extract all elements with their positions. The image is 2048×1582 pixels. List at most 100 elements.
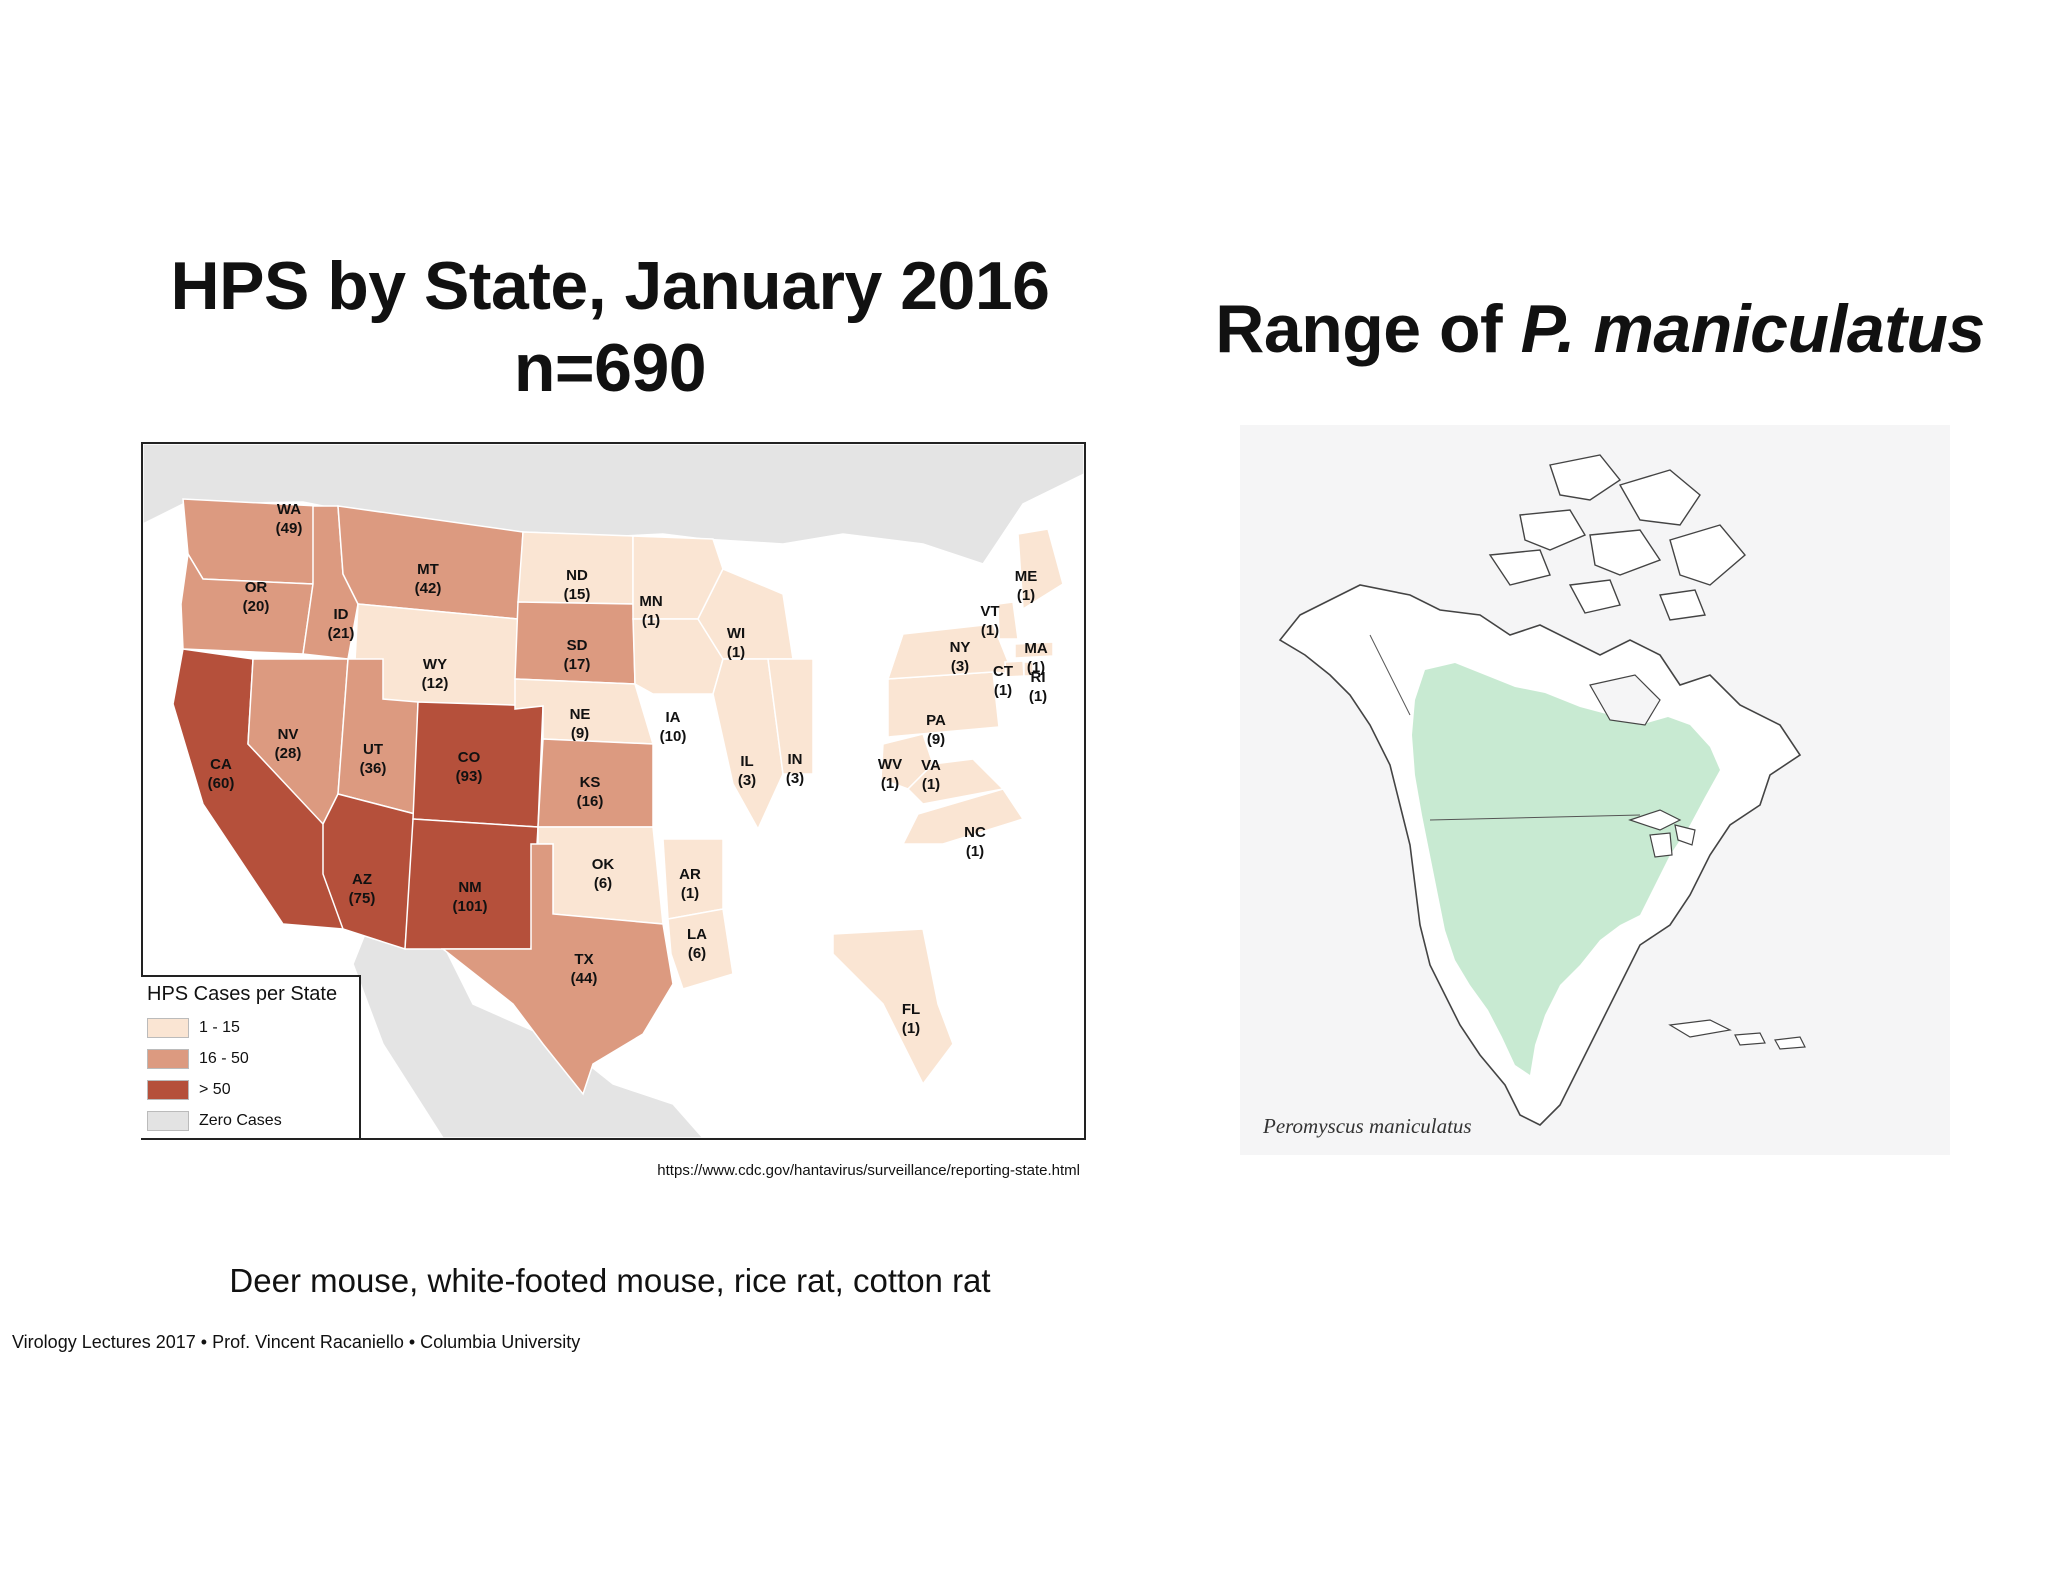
- state-count-ct: (1): [994, 682, 1012, 699]
- alaska-border: [1369, 634, 1411, 716]
- state-label-id: ID: [334, 606, 349, 623]
- state-shapes: [172, 498, 1064, 1096]
- species-range-map: [1240, 425, 1950, 1155]
- state-label-nm: NM: [458, 879, 481, 896]
- state-label-me: ME: [1015, 568, 1038, 585]
- state-label-pa: PA: [926, 712, 946, 729]
- state-label-ca: CA: [210, 756, 232, 773]
- state-count-mt: (42): [415, 580, 442, 597]
- state-count-id: (21): [328, 625, 355, 642]
- caribbean-islands: [1668, 1019, 1806, 1050]
- legend-label: Zero Cases: [199, 1112, 282, 1129]
- state-label-wa: WA: [277, 501, 301, 518]
- legend-item: Zero Cases: [147, 1110, 282, 1132]
- legend-label: > 50: [199, 1081, 231, 1098]
- state-label-ri: RI: [1031, 669, 1046, 686]
- state-count-wi: (1): [727, 644, 745, 661]
- state-tx: [440, 843, 674, 1096]
- state-label-wi: WI: [727, 625, 745, 642]
- state-count-wv: (1): [881, 775, 899, 792]
- state-label-in: IN: [788, 751, 803, 768]
- state-wi: [697, 568, 794, 660]
- state-label-ut: UT: [363, 741, 383, 758]
- state-count-ar: (1): [681, 885, 699, 902]
- range-map-title: Range of P. maniculatus: [1200, 288, 2000, 370]
- state-count-sd: (17): [564, 656, 591, 673]
- state-label-wy: WY: [423, 656, 447, 673]
- state-count-ma: (1): [1027, 659, 1045, 676]
- state-count-va: (1): [922, 776, 940, 793]
- north-america-map: [1278, 454, 1806, 1126]
- state-la: [667, 908, 734, 990]
- state-count-il: (3): [738, 772, 756, 789]
- state-nc: [901, 788, 1025, 845]
- state-count-pa: (9): [927, 731, 945, 748]
- hudson-bay: [1589, 674, 1661, 726]
- arctic-islands: [1488, 454, 1746, 621]
- legend-label: 16 - 50: [199, 1050, 249, 1067]
- state-label-il: IL: [740, 753, 753, 770]
- state-label-ne: NE: [570, 706, 591, 723]
- state-count-tx: (44): [571, 970, 598, 987]
- state-count-in: (3): [786, 770, 804, 787]
- state-label-ks: KS: [580, 774, 601, 791]
- state-count-fl: (1): [902, 1020, 920, 1037]
- legend-item: > 50: [147, 1079, 231, 1101]
- hps-map-title-line1: HPS by State, January 2016: [170, 248, 1050, 324]
- state-count-nc: (1): [966, 843, 984, 860]
- state-label-tx: TX: [574, 951, 593, 968]
- state-count-az: (75): [349, 890, 376, 907]
- state-count-mn: (1): [642, 612, 660, 629]
- legend-item: 1 - 15: [147, 1017, 240, 1039]
- state-label-or: OR: [245, 579, 268, 596]
- state-count-vt: (1): [981, 622, 999, 639]
- state-in: [767, 658, 814, 775]
- state-count-ne: (9): [571, 725, 589, 742]
- state-label-fl: FL: [902, 1001, 920, 1018]
- range-title-prefix: Range of: [1215, 291, 1521, 367]
- legend-swatch: [147, 1111, 189, 1131]
- state-count-ri: (1): [1029, 688, 1047, 705]
- rodent-hosts-text: Deer mouse, white-footed mouse, rice rat…: [229, 1262, 991, 1299]
- state-label-mt: MT: [417, 561, 439, 578]
- range-map-caption: Peromyscus maniculatus: [1263, 1114, 1472, 1138]
- state-count-ia: (10): [660, 728, 687, 745]
- state-me: [1017, 528, 1064, 611]
- state-count-ut: (36): [360, 760, 387, 777]
- state-label-ma: MA: [1024, 640, 1047, 657]
- state-label-az: AZ: [352, 871, 372, 888]
- state-fl: [832, 928, 954, 1086]
- legend-swatch: [147, 1049, 189, 1069]
- state-count-ca: (60): [208, 775, 235, 792]
- state-label-co: CO: [458, 749, 481, 766]
- map-legend: HPS Cases per State 1 - 15 16 - 50 > 50 …: [141, 975, 361, 1138]
- state-label-la: LA: [687, 926, 707, 943]
- state-label-ny: NY: [950, 639, 971, 656]
- range-title-species: P. maniculatus: [1520, 291, 1986, 367]
- state-count-ok: (6): [594, 875, 612, 892]
- state-label-vt: VT: [980, 603, 999, 620]
- state-ri: [1023, 661, 1034, 677]
- state-count-la: (6): [688, 945, 706, 962]
- state-vt: [997, 601, 1019, 640]
- state-label-ar: AR: [679, 866, 701, 883]
- state-count-nm: (101): [452, 898, 487, 915]
- state-label-ct: CT: [993, 663, 1013, 680]
- legend-label: 1 - 15: [199, 1019, 240, 1036]
- state-count-ks: (16): [577, 793, 604, 810]
- state-label-nd: ND: [566, 567, 588, 584]
- source-link[interactable]: https://www.cdc.gov/hantavirus/surveilla…: [657, 1162, 1080, 1179]
- state-count-nv: (28): [275, 745, 302, 762]
- us-canada-border: [1429, 814, 1641, 821]
- state-ny: [886, 623, 1015, 680]
- state-label-sd: SD: [567, 637, 588, 654]
- state-label-wv: WV: [878, 756, 902, 773]
- state-label-ok: OK: [592, 856, 615, 873]
- state-count-or: (20): [243, 598, 270, 615]
- state-label-mn: MN: [639, 593, 662, 610]
- state-label-nc: NC: [964, 824, 986, 841]
- legend-title: HPS Cases per State: [147, 983, 338, 1005]
- state-ma: [1014, 641, 1054, 659]
- state-label-va: VA: [921, 757, 941, 774]
- state-label-nv: NV: [278, 726, 299, 743]
